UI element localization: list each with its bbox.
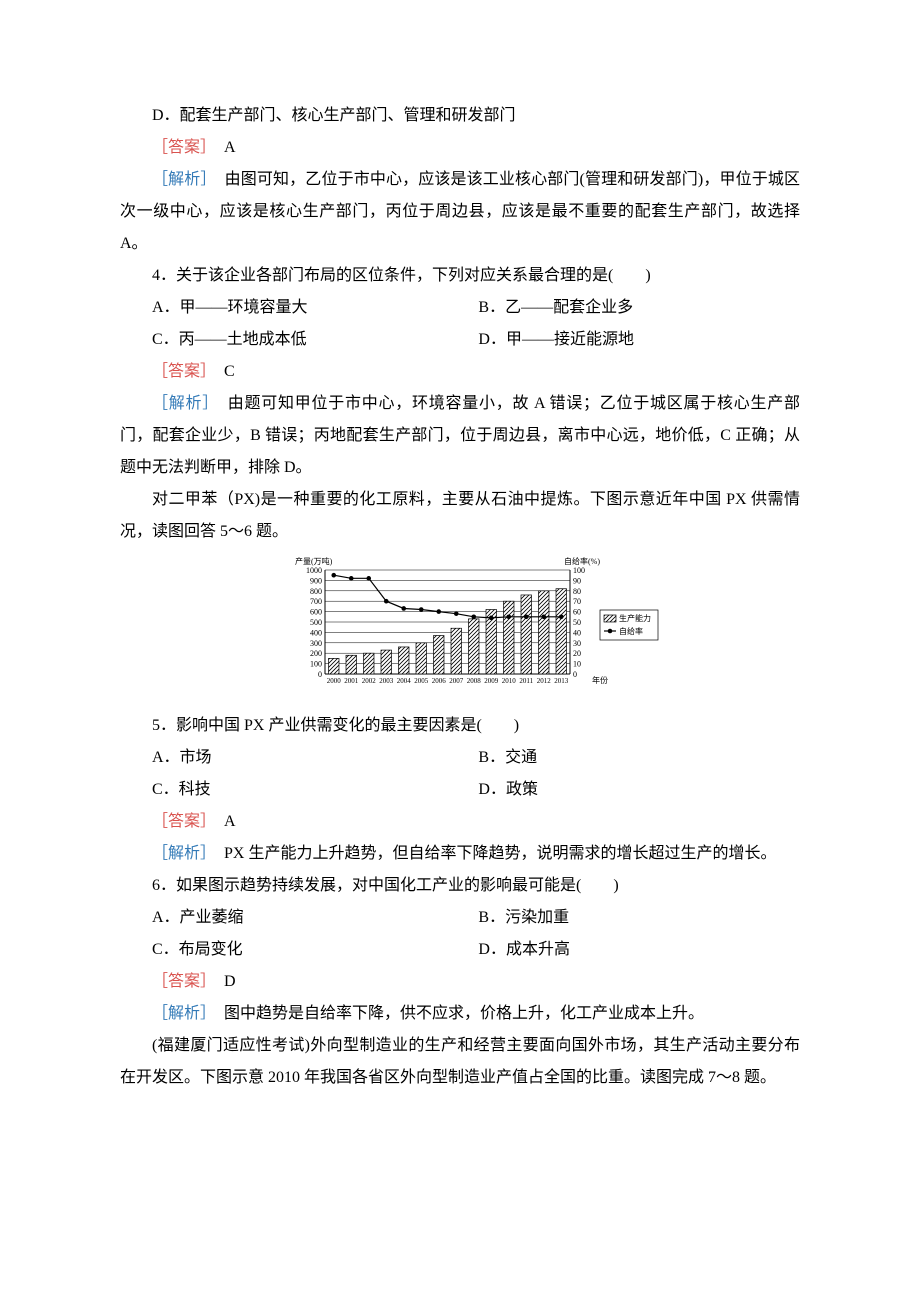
svg-text:0: 0: [318, 670, 322, 679]
q5-stem: 5．影响中国 PX 产业供需变化的最主要因素是( ): [120, 710, 800, 742]
svg-text:产量(万吨): 产量(万吨): [295, 556, 333, 566]
answer-3-value: A: [208, 139, 236, 156]
svg-text:2011: 2011: [519, 677, 533, 685]
svg-text:50: 50: [573, 618, 581, 627]
q78-intro: (福建厦门适应性考试)外向型制造业的生产和经营主要面向国外市场，其生产活动主要分…: [120, 1030, 800, 1094]
analysis-5-text: PX 生产能力上升趋势，但自给率下降趋势，说明需求的增长超过生产的增长。: [208, 845, 776, 862]
svg-text:0: 0: [573, 670, 577, 679]
svg-text:2006: 2006: [432, 677, 447, 685]
svg-text:60: 60: [573, 608, 581, 617]
analysis-6: ［解析］ 图中趋势是自给率下降，供不应求，价格上升，化工产业成本上升。: [120, 998, 800, 1030]
svg-text:2005: 2005: [414, 677, 429, 685]
svg-text:2013: 2013: [554, 677, 569, 685]
answer-3: ［答案］ A: [120, 132, 800, 164]
q6-opt-a: A．产业萎缩: [120, 902, 446, 934]
svg-text:400: 400: [310, 628, 322, 637]
svg-text:2000: 2000: [327, 677, 342, 685]
answer-4-value: C: [208, 363, 235, 380]
px-chart: 0100200300400500600700800900100001020304…: [120, 552, 800, 702]
svg-text:20: 20: [573, 649, 581, 658]
svg-text:300: 300: [310, 639, 322, 648]
q5-row1: A．市场 B．交通: [120, 742, 800, 774]
svg-text:2002: 2002: [362, 677, 377, 685]
answer-3-label: ［答案］: [152, 139, 208, 156]
analysis-4-text: 由题可知甲位于市中心，环境容量小，故 A 错误；乙位于城区属于核心生产部门，配套…: [120, 395, 800, 476]
svg-text:年份: 年份: [592, 675, 608, 685]
q6-opt-b: B．污染加重: [446, 902, 800, 934]
q4-stem: 4．关于该企业各部门布局的区位条件，下列对应关系最合理的是( ): [120, 260, 800, 292]
svg-text:100: 100: [573, 566, 585, 575]
svg-text:2010: 2010: [502, 677, 517, 685]
q6-row1: A．产业萎缩 B．污染加重: [120, 902, 800, 934]
svg-text:600: 600: [310, 608, 322, 617]
svg-text:200: 200: [310, 649, 322, 658]
option-d-q3: D．配套生产部门、核心生产部门、管理和研发部门: [120, 100, 800, 132]
q4-opt-d: D．甲——接近能源地: [446, 324, 800, 356]
svg-text:10: 10: [573, 660, 581, 669]
svg-text:800: 800: [310, 587, 322, 596]
q6-opt-c: C．布局变化: [120, 934, 446, 966]
q5-opt-a: A．市场: [120, 742, 446, 774]
svg-text:900: 900: [310, 576, 322, 585]
svg-text:1000: 1000: [306, 566, 322, 575]
q6-row2: C．布局变化 D．成本升高: [120, 934, 800, 966]
svg-text:2007: 2007: [449, 677, 464, 685]
q4-row1: A．甲——环境容量大 B．乙——配套企业多: [120, 292, 800, 324]
answer-6-label: ［答案］: [152, 973, 208, 990]
svg-text:700: 700: [310, 597, 322, 606]
analysis-6-text: 图中趋势是自给率下降，供不应求，价格上升，化工产业成本上升。: [208, 1005, 704, 1022]
svg-text:自给率(%): 自给率(%): [564, 556, 600, 566]
svg-text:2004: 2004: [397, 677, 412, 685]
analysis-3-text: 由图可知，乙位于市中心，应该是该工业核心部门(管理和研发部门)，甲位于城区次一级…: [120, 171, 800, 252]
answer-4: ［答案］ C: [120, 356, 800, 388]
answer-4-label: ［答案］: [152, 363, 208, 380]
svg-text:30: 30: [573, 639, 581, 648]
analysis-3: ［解析］ 由图可知，乙位于市中心，应该是该工业核心部门(管理和研发部门)，甲位于…: [120, 164, 800, 260]
analysis-4: ［解析］ 由题可知甲位于市中心，环境容量小，故 A 错误；乙位于城区属于核心生产…: [120, 388, 800, 484]
px-chart-svg: 0100200300400500600700800900100001020304…: [260, 552, 660, 702]
svg-text:80: 80: [573, 587, 581, 596]
svg-text:生产能力: 生产能力: [619, 613, 651, 623]
analysis-3-label: ［解析］: [152, 171, 209, 188]
q4-opt-b: B．乙——配套企业多: [446, 292, 800, 324]
svg-text:2009: 2009: [484, 677, 499, 685]
svg-text:500: 500: [310, 618, 322, 627]
analysis-5-label: ［解析］: [152, 845, 208, 862]
analysis-5: ［解析］ PX 生产能力上升趋势，但自给率下降趋势，说明需求的增长超过生产的增长…: [120, 838, 800, 870]
svg-text:70: 70: [573, 597, 581, 606]
q5-row2: C．科技 D．政策: [120, 774, 800, 806]
answer-5: ［答案］ A: [120, 806, 800, 838]
q6-stem: 6．如果图示趋势持续发展，对中国化工产业的影响最可能是( ): [120, 870, 800, 902]
q4-opt-c: C．丙——土地成本低: [120, 324, 446, 356]
svg-text:90: 90: [573, 576, 581, 585]
answer-6: ［答案］ D: [120, 966, 800, 998]
svg-text:2003: 2003: [379, 677, 394, 685]
q5-opt-c: C．科技: [120, 774, 446, 806]
analysis-4-label: ［解析］: [152, 395, 211, 412]
svg-text:自给率: 自给率: [619, 626, 643, 636]
analysis-6-label: ［解析］: [152, 1005, 208, 1022]
svg-text:2012: 2012: [537, 677, 552, 685]
q5-opt-b: B．交通: [446, 742, 800, 774]
svg-text:2008: 2008: [467, 677, 482, 685]
svg-text:40: 40: [573, 628, 581, 637]
q6-opt-d: D．成本升高: [446, 934, 800, 966]
q5-opt-d: D．政策: [446, 774, 800, 806]
answer-5-value: A: [208, 813, 236, 830]
q4-opt-a: A．甲——环境容量大: [120, 292, 446, 324]
px-intro: 对二甲苯（PX)是一种重要的化工原料，主要从石油中提炼。下图示意近年中国 PX …: [120, 484, 800, 548]
svg-text:2001: 2001: [344, 677, 359, 685]
answer-6-value: D: [208, 973, 236, 990]
answer-5-label: ［答案］: [152, 813, 208, 830]
svg-text:100: 100: [310, 660, 322, 669]
q4-row2: C．丙——土地成本低 D．甲——接近能源地: [120, 324, 800, 356]
